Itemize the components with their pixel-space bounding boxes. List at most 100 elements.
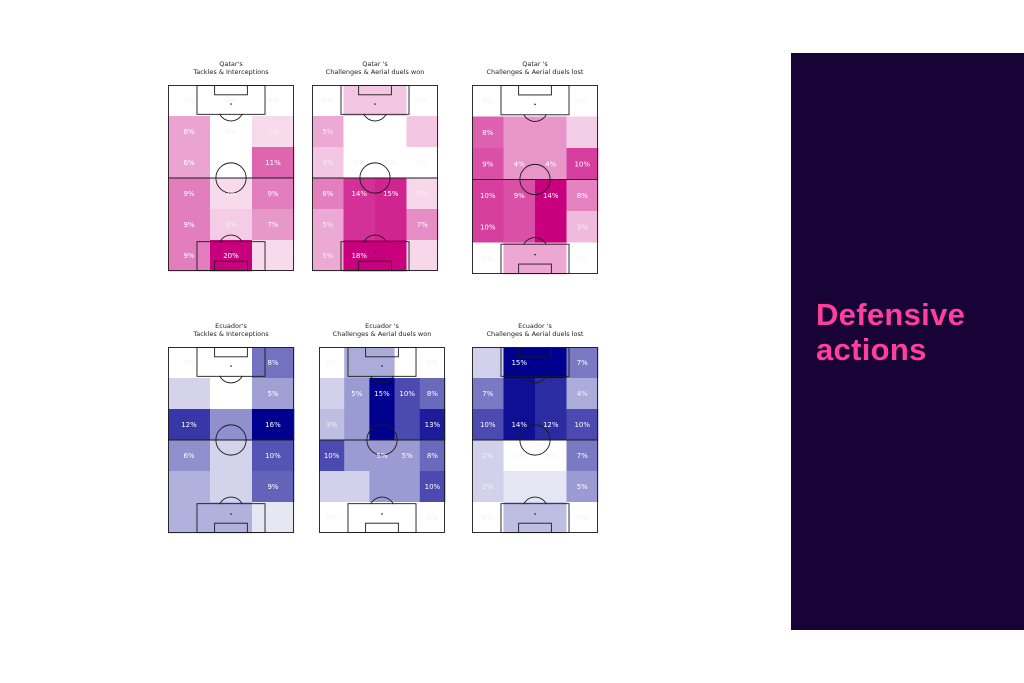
cell-label: 3%: [326, 421, 337, 429]
heatmap-cell: [168, 240, 211, 272]
penalty-spot-top: [534, 365, 536, 367]
heatmap-cell: [319, 471, 345, 503]
heatmap-cell: [394, 409, 421, 441]
cell-label: 4%: [545, 160, 556, 168]
cell-label: 9%: [267, 190, 278, 198]
heatmap-cell: [394, 471, 421, 503]
heatmap-cell: [535, 347, 567, 379]
heatmap-cell: [343, 85, 376, 117]
cell-label: 15%: [383, 190, 399, 198]
cell-label: 7%: [577, 452, 588, 460]
heatmap-cell: [566, 409, 599, 441]
heatmap-cell: [472, 211, 504, 243]
goal-area-bottom: [214, 260, 248, 271]
cell-label: 7%: [482, 390, 493, 398]
cell-label: 5%: [577, 483, 588, 491]
cell-label: 0%: [225, 97, 236, 105]
center-circle: [519, 424, 551, 456]
heatmap-cell: [252, 178, 295, 210]
heatmap-cell: [472, 85, 504, 117]
heatmap-cell: [168, 502, 211, 534]
penalty-spot-top: [381, 365, 383, 367]
cell-label: 14%: [351, 190, 367, 198]
cell-label: 14%: [543, 192, 559, 200]
heatmap-cell: [503, 347, 536, 379]
goal-area-top: [365, 347, 399, 358]
heatmap-cell: [394, 440, 421, 472]
heatmap-cell: [168, 209, 211, 241]
goal-area-top: [214, 347, 248, 358]
penalty-arc-top: [523, 114, 547, 122]
penalty-spot-bottom: [230, 513, 232, 515]
cell-label: 8%: [482, 129, 493, 137]
heatmap-cell: [472, 471, 504, 503]
heatmap-cell: [312, 240, 344, 272]
heatmap-cell: [472, 409, 504, 441]
cell-label: 0%: [417, 97, 428, 105]
cell-label: 13%: [425, 421, 441, 429]
penalty-arc-top: [219, 113, 243, 122]
cell-label: 10%: [399, 390, 415, 398]
heatmap-cell: [503, 211, 536, 243]
heatmap-cell: [472, 116, 504, 149]
heatmap-cell: [535, 148, 567, 180]
heatmap-cell: [394, 378, 421, 410]
penalty-arc-bottom: [523, 496, 547, 505]
goal-area-top: [214, 85, 248, 96]
cell-label: 0%: [326, 514, 337, 522]
heatmap-cell: [168, 147, 211, 179]
heatmap-cell: [472, 347, 504, 379]
heatmap-cell: [168, 471, 211, 503]
heatmap-cell: [472, 179, 504, 212]
cell-label: 0%: [225, 128, 236, 136]
heatmap-cell: [566, 471, 599, 503]
center-circle: [359, 162, 391, 194]
heatmap-cell: [168, 409, 211, 441]
heatmap-cell: [375, 147, 407, 179]
penalty-arc-bottom: [363, 234, 387, 243]
cell-label: 12%: [543, 421, 559, 429]
cell-label: 0%: [482, 514, 493, 522]
penalty-arc-bottom: [370, 496, 394, 505]
cell-label: 7%: [267, 221, 278, 229]
cell-label: 2%: [482, 452, 493, 460]
heatmap-cell: [344, 409, 370, 441]
heatmap-cell: [369, 502, 395, 534]
cell-label: 7%: [577, 359, 588, 367]
penalty-spot-bottom: [381, 513, 383, 515]
heatmap-cell: [168, 347, 211, 379]
heatmap-cell: [503, 409, 536, 441]
cell-label: 3%: [577, 223, 588, 231]
heatmap-cell: [503, 116, 536, 149]
penalty-spot-bottom: [374, 251, 376, 253]
heatmap-cell: [566, 440, 599, 472]
heatmap-cell: [535, 242, 567, 275]
pitch-heatmap: 0% 8% 5% 12% 16% 6% 10% 9%: [168, 347, 295, 534]
cell-label: 10%: [574, 421, 590, 429]
goal-area-top: [358, 85, 392, 96]
heatmap-cell: [566, 502, 599, 534]
cell-label: 18%: [351, 252, 367, 260]
cell-label: 9%: [183, 221, 194, 229]
penalty-arc-bottom: [219, 234, 243, 243]
heatmap-cell: [406, 209, 439, 241]
penalty-arc-bottom: [523, 237, 547, 245]
heatmap-cell: [168, 178, 211, 210]
heatmap-cell: [472, 148, 504, 180]
heatmap-cell: [535, 116, 567, 149]
heatmap-cell: [406, 85, 439, 117]
heatmap-cell: [503, 242, 536, 275]
heatmap-cell: [252, 502, 295, 534]
heatmap-cell: [535, 502, 567, 534]
cell-label: 2%: [225, 190, 236, 198]
cell-label: 2%: [267, 128, 278, 136]
cell-label: 20%: [223, 252, 239, 260]
heatmap-cell: [472, 440, 504, 472]
cell-label: 5%: [402, 452, 413, 460]
heatmap-cell: [369, 440, 395, 472]
heatmap-cell: [210, 85, 253, 117]
heatmap-cell: [535, 409, 567, 441]
heatmap-cell: [566, 242, 599, 275]
cell-label: 3%: [225, 221, 236, 229]
heatmap-cell: [168, 378, 211, 410]
